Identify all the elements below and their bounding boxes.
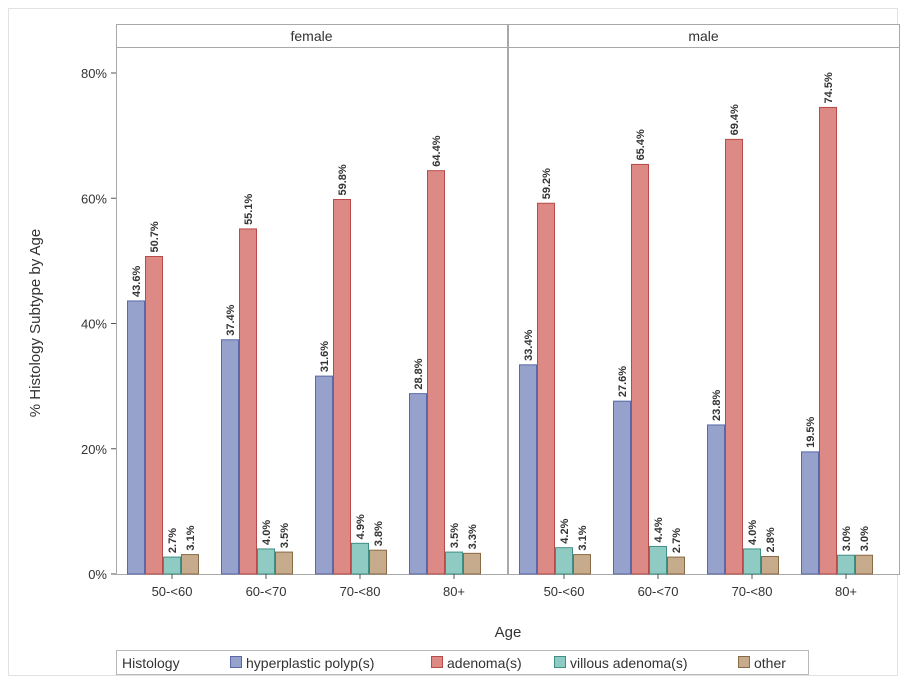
data-label-male-1-1: 65.4% (635, 129, 647, 160)
data-label-female-2-2: 4.9% (355, 514, 367, 539)
panel-frame-female (116, 47, 508, 575)
legend-swatch-1 (431, 656, 443, 668)
x-tick-label-female-3: 80+ (443, 584, 465, 599)
bar-male-other-1 (667, 556, 685, 575)
bar-male-villousadenomas-3 (837, 554, 855, 575)
data-label-male-2-3: 3.0% (841, 526, 853, 551)
bar-female-adenomas-0 (145, 255, 163, 575)
data-label-male-0-2: 23.8% (711, 390, 723, 421)
x-tick-label-male-0: 50-<60 (544, 584, 585, 599)
bar-male-other-2 (761, 555, 779, 575)
y-tick-label-1: 20% (81, 442, 107, 457)
legend-entry-0: hyperplastic polyp(s) (246, 655, 374, 671)
data-label-female-1-3: 64.4% (431, 135, 443, 166)
data-label-male-3-1: 2.7% (671, 528, 683, 553)
legend-swatch-3 (738, 656, 750, 668)
data-label-female-2-3: 3.5% (449, 523, 461, 548)
y-axis-title: % Histology Subtype by Age (27, 229, 44, 417)
data-label-male-1-0: 59.2% (541, 168, 553, 199)
bar-female-hyperplasticpolyps-1 (221, 339, 239, 575)
legend-entry-1: adenoma(s) (447, 655, 522, 671)
panel-label-female: female (290, 28, 332, 44)
panel-male: male 33.4% 27.6% 23.8% 19.5% 59.2% 65.4% 69.4% 7… (508, 24, 900, 599)
panel-label-male: male (688, 28, 719, 44)
bar-female-hyperplasticpolyps-3 (409, 393, 427, 575)
data-label-male-3-2: 2.8% (765, 527, 777, 552)
legend-title: Histology (122, 655, 180, 671)
bar-male-villousadenomas-0 (555, 547, 573, 575)
data-label-male-0-3: 19.5% (805, 416, 817, 447)
y-tick-label-2: 40% (81, 317, 107, 332)
bar-female-adenomas-2 (333, 199, 351, 575)
x-tick-label-female-2: 70-<80 (340, 584, 381, 599)
data-label-male-2-1: 4.4% (653, 517, 665, 542)
bar-female-villousadenomas-3 (445, 551, 463, 575)
data-label-female-3-1: 3.5% (279, 523, 291, 548)
y-tick-label-0: 0% (88, 567, 107, 582)
bar-female-other-3 (463, 552, 481, 575)
bar-female-hyperplasticpolyps-2 (315, 375, 333, 575)
bar-male-adenomas-1 (631, 163, 649, 575)
data-label-male-1-2: 69.4% (729, 104, 741, 135)
bar-male-adenomas-2 (725, 138, 743, 575)
panel-frame-male (508, 47, 900, 575)
bar-male-hyperplasticpolyps-1 (613, 400, 631, 575)
legend-entry-3: other (754, 655, 786, 671)
legend-entry-2: villous adenoma(s) (570, 655, 688, 671)
data-label-male-2-2: 4.0% (747, 520, 759, 545)
bar-female-villousadenomas-0 (163, 556, 181, 575)
data-label-male-3-3: 3.0% (859, 526, 871, 551)
bar-male-hyperplasticpolyps-0 (519, 364, 537, 575)
bar-male-adenomas-0 (537, 202, 555, 575)
data-label-male-0-1: 27.6% (617, 366, 629, 397)
bar-female-other-1 (275, 551, 293, 575)
bar-male-villousadenomas-2 (743, 548, 761, 575)
bar-female-hyperplasticpolyps-0 (127, 300, 145, 575)
bar-female-other-0 (181, 554, 199, 575)
bar-female-adenomas-1 (239, 228, 257, 575)
data-label-female-0-3: 28.8% (413, 358, 425, 389)
data-label-female-1-0: 50.7% (149, 221, 161, 252)
bar-male-villousadenomas-1 (649, 545, 667, 575)
bar-male-hyperplasticpolyps-2 (707, 424, 725, 575)
data-label-female-3-0: 3.1% (185, 525, 197, 550)
bar-female-villousadenomas-1 (257, 548, 275, 575)
data-label-female-0-0: 43.6% (131, 266, 143, 297)
y-tick-label-3: 60% (81, 191, 107, 206)
data-label-female-1-2: 59.8% (337, 164, 349, 195)
x-tick-label-male-2: 70-<80 (732, 584, 773, 599)
x-tick-label-male-3: 80+ (835, 584, 857, 599)
x-tick-label-female-1: 60-<70 (246, 584, 287, 599)
data-label-female-1-1: 55.1% (243, 194, 255, 225)
data-label-female-0-1: 37.4% (225, 304, 237, 335)
bar-male-other-0 (573, 554, 591, 575)
data-label-female-0-2: 31.6% (319, 341, 331, 372)
bar-female-other-2 (369, 549, 387, 575)
data-label-male-1-3: 74.5% (823, 72, 835, 103)
panels-layer: female 43.6% 37.4% 31.6% 28.8% 50.7% 55.1% 59.8… (116, 24, 900, 599)
bar-male-hyperplasticpolyps-3 (801, 451, 819, 575)
data-label-male-2-0: 4.2% (559, 518, 571, 543)
bar-male-other-3 (855, 554, 873, 575)
data-label-female-2-0: 2.7% (167, 528, 179, 553)
axes-layer: 0% 20% 40% 60% 80% (81, 66, 116, 582)
bar-female-villousadenomas-2 (351, 542, 369, 575)
legend: Histology hyperplastic polyp(s) adenoma(s… (116, 650, 809, 675)
y-tick-label-4: 80% (81, 66, 107, 81)
data-label-female-3-2: 3.8% (373, 521, 385, 546)
bar-female-adenomas-3 (427, 170, 445, 575)
legend-swatch-2 (554, 656, 566, 668)
panel-female: female 43.6% 37.4% 31.6% 28.8% 50.7% 55.1% 59.8… (116, 24, 508, 599)
data-label-female-3-3: 3.3% (467, 524, 479, 549)
x-tick-label-male-1: 60-<70 (638, 584, 679, 599)
data-label-male-3-0: 3.1% (577, 525, 589, 550)
bar-male-adenomas-3 (819, 106, 837, 575)
legend-swatch-0 (230, 656, 242, 668)
x-axis-title: Age (495, 624, 522, 641)
data-label-female-2-1: 4.0% (261, 520, 273, 545)
data-label-male-0-0: 33.4% (523, 329, 535, 360)
x-tick-label-female-0: 50-<60 (152, 584, 193, 599)
